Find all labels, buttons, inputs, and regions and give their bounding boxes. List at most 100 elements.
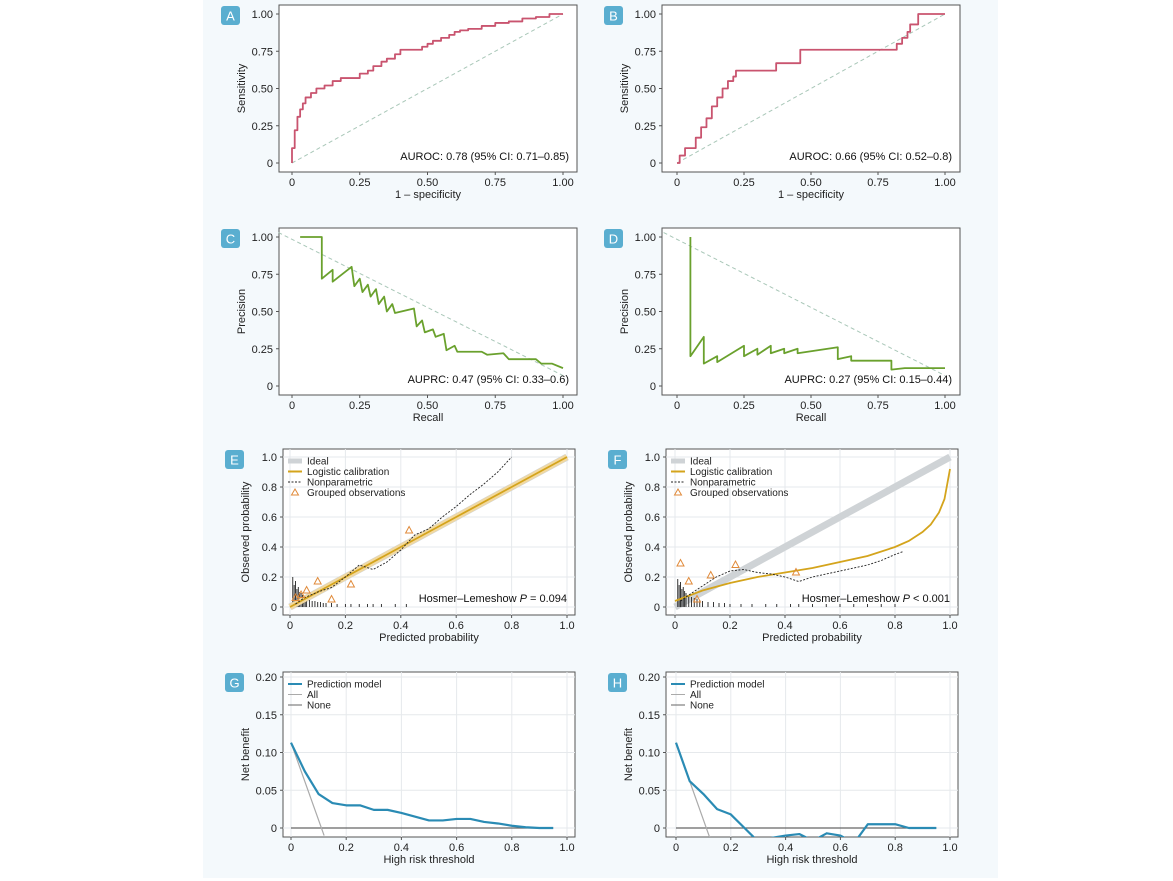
- prediction-model-line: [674, 742, 937, 837]
- panel-a: 0 0.25 0.50 0.75 1.00 0 0.25 0.50 0.75 1.00 1 – sp…: [221, 4, 578, 201]
- axis-ticks: 0 0.2 0.4 0.6 0.8 1.0 0 0.2 0.4 0.6 0.8 1.0: [262, 452, 575, 632]
- y-tick-label: 0.25: [252, 121, 273, 133]
- x-tick-label: 1.00: [934, 177, 955, 189]
- y-tick-label: 0.05: [639, 785, 660, 797]
- x-tick-label: 0.50: [800, 400, 821, 412]
- x-tick-label: 1.00: [934, 400, 955, 412]
- y-tick-label: 0.50: [635, 84, 656, 96]
- axis-ticks: 0 0.2 0.4 0.6 0.8 1.0 0 0.05 0.10 0.15 0.20: [256, 672, 575, 854]
- x-tick-label: 0.25: [733, 400, 754, 412]
- panel-badge-label: H: [613, 676, 622, 691]
- x-tick-label: 0: [673, 842, 679, 854]
- panel-badge: [221, 229, 240, 248]
- panel-badge: [221, 6, 240, 25]
- panel-badge: [225, 450, 244, 469]
- x-axis-label: Recall: [413, 412, 444, 424]
- x-tick-label: 0.8: [887, 620, 902, 632]
- panel-f: 0 0.2 0.4 0.6 0.8 1.0 0 0.2 0.4 0.6 0.8 1.0 Predicte…: [608, 448, 959, 644]
- y-tick-label: 1.0: [645, 452, 660, 464]
- panel-badge-label: G: [229, 676, 239, 691]
- y-tick-label: 0: [267, 381, 273, 393]
- plot-frame: [661, 4, 961, 173]
- y-tick-label: 0: [271, 602, 277, 614]
- legend-label: None: [690, 701, 714, 712]
- grouped-observation: [791, 567, 801, 576]
- grouped-observation: [731, 559, 740, 568]
- axis-ticks: 0 0.2 0.4 0.6 0.8 1.0 0 0.05 0.10 0.15 0.20: [639, 672, 958, 854]
- panel-b: 0 0.25 0.50 0.75 1.00 0 0.25 0.50 0.75 1.00 1 – sp…: [604, 4, 961, 201]
- y-axis-label: Observed probability: [240, 481, 252, 582]
- legend-label: Grouped observations: [690, 488, 788, 499]
- y-tick-label: 0.50: [252, 307, 273, 319]
- plot-area: [674, 742, 937, 837]
- y-tick-label: 0: [271, 823, 277, 835]
- y-tick-label: 0.8: [645, 482, 660, 494]
- metric-annotation: AUROC: 0.66 (95% CI: 0.52–0.8): [789, 151, 952, 163]
- panel-badge-label: D: [609, 232, 618, 247]
- legend-label: Prediction model: [690, 680, 764, 691]
- roc-line: [677, 13, 945, 164]
- y-tick-label: 0: [654, 602, 660, 614]
- panel-c: 0 0.25 0.50 0.75 1.00 0 0.25 0.50 0.75 1.00 Recall…: [221, 227, 578, 424]
- panel-badge-label: E: [230, 453, 239, 468]
- y-tick-label: 0: [654, 823, 660, 835]
- y-tick-label: 0.6: [645, 512, 660, 524]
- grouped-observation: [706, 570, 716, 579]
- grouped-observation: [404, 525, 414, 534]
- x-tick-label: 1.0: [559, 620, 574, 632]
- plot-area: [290, 742, 554, 836]
- x-tick-label: 0.25: [349, 400, 370, 412]
- x-axis-label: Predicted probability: [379, 632, 479, 644]
- axis-ticks: 0 0.25 0.50 0.75 1.00 0 0.25 0.50 0.75 1.00: [635, 232, 956, 412]
- gridlines: [666, 449, 958, 615]
- legend-label: Nonparametric: [690, 478, 756, 489]
- y-axis-label: Sensitivity: [236, 63, 248, 113]
- metric-annotation: AUPRC: 0.47 (95% CI: 0.33–0.6): [408, 374, 569, 386]
- x-axis-label: Recall: [796, 412, 827, 424]
- x-tick-label: 0: [289, 177, 295, 189]
- plot-area: [288, 454, 569, 610]
- x-tick-label: 1.0: [559, 842, 574, 854]
- axis-ticks: 0 0.25 0.50 0.75 1.00 0 0.25 0.50 0.75 1.00: [635, 9, 956, 189]
- ideal-line: [673, 453, 952, 611]
- legend-label: Logistic calibration: [690, 467, 772, 478]
- plot-area: [677, 13, 945, 164]
- y-tick-label: 0.75: [252, 269, 273, 281]
- y-tick-label: 0.4: [262, 542, 277, 554]
- x-tick-label: 1.0: [942, 842, 957, 854]
- y-axis-label: Precision: [619, 289, 631, 334]
- y-tick-label: 0.15: [256, 710, 277, 722]
- x-tick-label: 0.6: [449, 620, 464, 632]
- y-tick-label: 1.00: [635, 9, 656, 21]
- plot-frame: [278, 227, 578, 396]
- x-tick-label: 0: [674, 400, 680, 412]
- axis-ticks: 0 0.2 0.4 0.6 0.8 1.0 0 0.2 0.4 0.6 0.8 1.0: [645, 452, 958, 632]
- axis-ticks: 0 0.25 0.50 0.75 1.00 0 0.25 0.50 0.75 1.00: [252, 9, 574, 189]
- y-tick-label: 0.75: [635, 46, 656, 58]
- y-tick-label: 0.05: [256, 785, 277, 797]
- y-tick-label: 0.15: [639, 710, 660, 722]
- panel-badge-label: A: [226, 9, 235, 24]
- y-tick-label: 0.2: [262, 572, 277, 584]
- panel-badge: [608, 673, 627, 692]
- metric-annotation: AUPRC: 0.27 (95% CI: 0.15–0.44): [784, 374, 952, 386]
- plot-frame: [665, 671, 959, 838]
- panel-badge: [608, 450, 627, 469]
- metric-annotation: Hosmer–Lemeshow P = 0.094: [419, 593, 567, 605]
- panel-badge: [604, 6, 623, 25]
- x-tick-label: 0.6: [449, 842, 464, 854]
- y-tick-label: 0.20: [639, 672, 660, 684]
- x-tick-label: 0: [288, 842, 294, 854]
- plot-area: [689, 237, 945, 371]
- x-tick-label: 0.6: [832, 620, 847, 632]
- metric-annotation: Hosmer–Lemeshow P < 0.001: [802, 593, 950, 605]
- legend-label: All: [690, 690, 701, 701]
- y-axis-label: Observed probability: [623, 481, 635, 582]
- x-tick-label: 1.00: [552, 400, 573, 412]
- x-tick-label: 0.50: [800, 177, 821, 189]
- y-tick-label: 0.25: [252, 344, 273, 356]
